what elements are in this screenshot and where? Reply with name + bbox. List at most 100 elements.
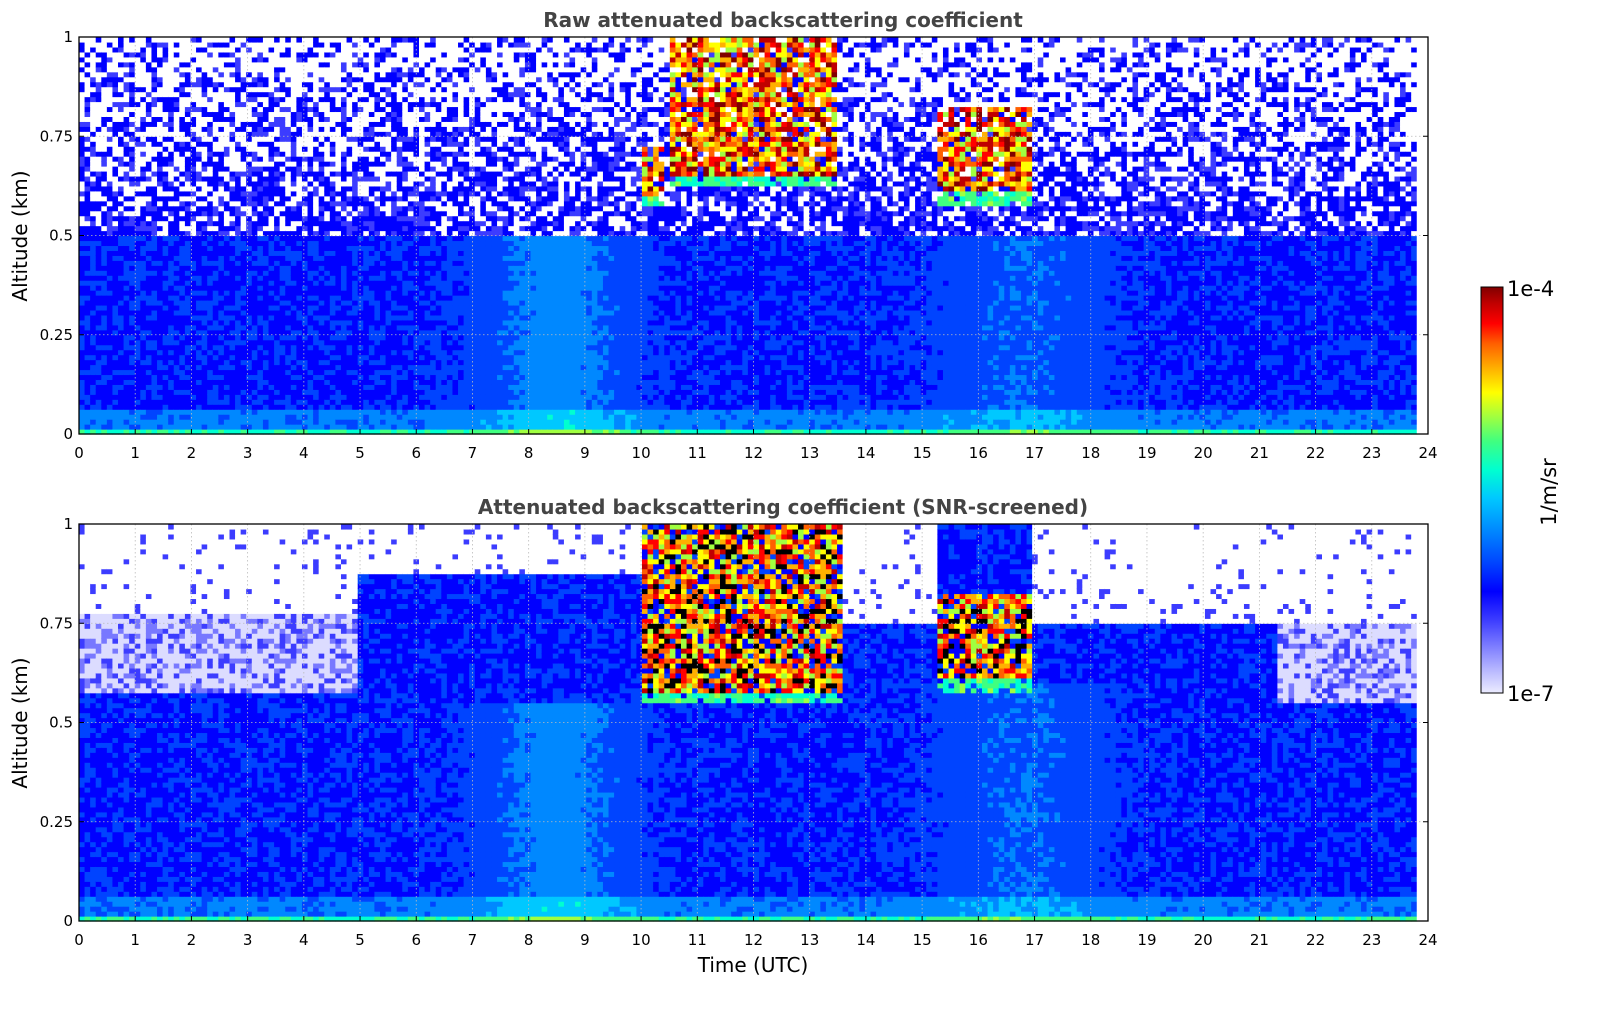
heatmap-cell xyxy=(79,409,85,415)
heatmap-cell xyxy=(79,141,85,147)
heatmap-cell xyxy=(118,389,124,395)
heatmap-cell xyxy=(107,226,113,232)
heatmap-cell xyxy=(101,126,107,132)
heatmap-cell xyxy=(96,394,102,400)
heatmap-cell xyxy=(101,245,107,251)
heatmap-cell xyxy=(90,310,96,316)
heatmap-cell xyxy=(118,355,124,361)
heatmap-cell xyxy=(129,52,135,58)
heatmap-cell xyxy=(129,389,135,395)
heatmap-cell xyxy=(101,325,107,331)
heatmap-cell xyxy=(118,240,124,246)
heatmap-cell xyxy=(112,186,118,192)
heatmap-cell xyxy=(129,121,135,127)
heatmap-cell xyxy=(90,275,96,281)
heatmap-cell xyxy=(124,404,130,410)
heatmap-cell xyxy=(96,221,102,227)
heatmap-cell xyxy=(135,424,141,430)
heatmap-cell xyxy=(129,305,135,311)
heatmap-cell xyxy=(85,156,91,162)
heatmap-cell xyxy=(124,67,130,73)
heatmap-cell xyxy=(129,47,135,53)
heatmap-cell xyxy=(118,226,124,232)
heatmap-cell xyxy=(118,315,124,321)
heatmap-cell xyxy=(90,290,96,296)
heatmap-cell xyxy=(85,369,91,375)
heatmap-cell xyxy=(96,47,102,53)
heatmap-cell xyxy=(90,201,96,207)
heatmap-cell xyxy=(79,121,85,127)
heatmap-cell xyxy=(101,300,107,306)
heatmap-cell xyxy=(129,171,135,177)
heatmap-cell xyxy=(96,181,102,187)
heatmap-cell xyxy=(112,320,118,326)
heatmap-cell xyxy=(112,345,118,351)
heatmap-cell xyxy=(79,146,85,152)
heatmap-cell xyxy=(90,374,96,380)
heatmap-cell xyxy=(85,305,91,311)
heatmap-cell xyxy=(107,295,113,301)
heatmap-cell xyxy=(124,97,130,103)
heatmap-cell xyxy=(107,275,113,281)
heatmap-cell xyxy=(90,389,96,395)
heatmap-cell xyxy=(112,374,118,380)
heatmap-cell xyxy=(129,250,135,256)
heatmap-cell xyxy=(135,399,141,405)
heatmap-cell xyxy=(112,404,118,410)
heatmap-cell xyxy=(85,42,91,48)
heatmap-cell xyxy=(101,280,107,286)
heatmap-cell xyxy=(107,360,113,366)
heatmap-cell xyxy=(101,161,107,167)
heatmap-cell xyxy=(118,186,124,192)
heatmap-cell xyxy=(96,384,102,390)
heatmap-cell xyxy=(96,414,102,420)
heatmap-cell xyxy=(96,131,102,137)
heatmap-cell xyxy=(101,116,107,122)
heatmap-cell xyxy=(112,290,118,296)
heatmap-cell xyxy=(129,355,135,361)
heatmap-cell xyxy=(90,146,96,152)
heatmap-layer xyxy=(79,37,1428,435)
heatmap-cell xyxy=(96,102,102,108)
heatmap-cell xyxy=(85,280,91,286)
heatmap-cell xyxy=(118,191,124,197)
heatmap-cell xyxy=(79,270,85,276)
heatmap-cell xyxy=(124,315,130,321)
heatmap-cell xyxy=(118,37,124,43)
heatmap-cell xyxy=(90,414,96,420)
heatmap-cell xyxy=(135,106,141,112)
heatmap-cell xyxy=(107,67,113,73)
heatmap-cell xyxy=(101,151,107,157)
heatmap-cell xyxy=(118,394,124,400)
heatmap-cell xyxy=(101,255,107,261)
heatmap-cell xyxy=(96,151,102,157)
heatmap-cell xyxy=(129,111,135,117)
heatmap-cell xyxy=(124,116,130,122)
heatmap-cell xyxy=(96,290,102,296)
heatmap-cell xyxy=(96,166,102,172)
heatmap-cell xyxy=(118,67,124,73)
heatmap-cell xyxy=(107,87,113,93)
heatmap-cell xyxy=(112,384,118,390)
heatmap-cell xyxy=(107,335,113,341)
heatmap-cell xyxy=(129,285,135,291)
heatmap-cell xyxy=(96,295,102,301)
heatmap-cell xyxy=(124,156,130,162)
heatmap-cell xyxy=(90,186,96,192)
heatmap-cell xyxy=(107,106,113,112)
heatmap-cell xyxy=(85,57,91,63)
heatmap-cell xyxy=(129,424,135,430)
heatmap-cell xyxy=(107,315,113,321)
heatmap-cell xyxy=(118,290,124,296)
heatmap-cell xyxy=(135,315,141,321)
heatmap-cell xyxy=(135,82,141,88)
heatmap-cell xyxy=(135,116,141,122)
heatmap-cell xyxy=(101,365,107,371)
heatmap-cell xyxy=(85,226,91,232)
heatmap-cell xyxy=(124,82,130,88)
heatmap-cell xyxy=(107,126,113,132)
heatmap-cell xyxy=(96,121,102,127)
heatmap-cell xyxy=(107,389,113,395)
heatmap-cell xyxy=(107,285,113,291)
heatmap-cell xyxy=(96,111,102,117)
